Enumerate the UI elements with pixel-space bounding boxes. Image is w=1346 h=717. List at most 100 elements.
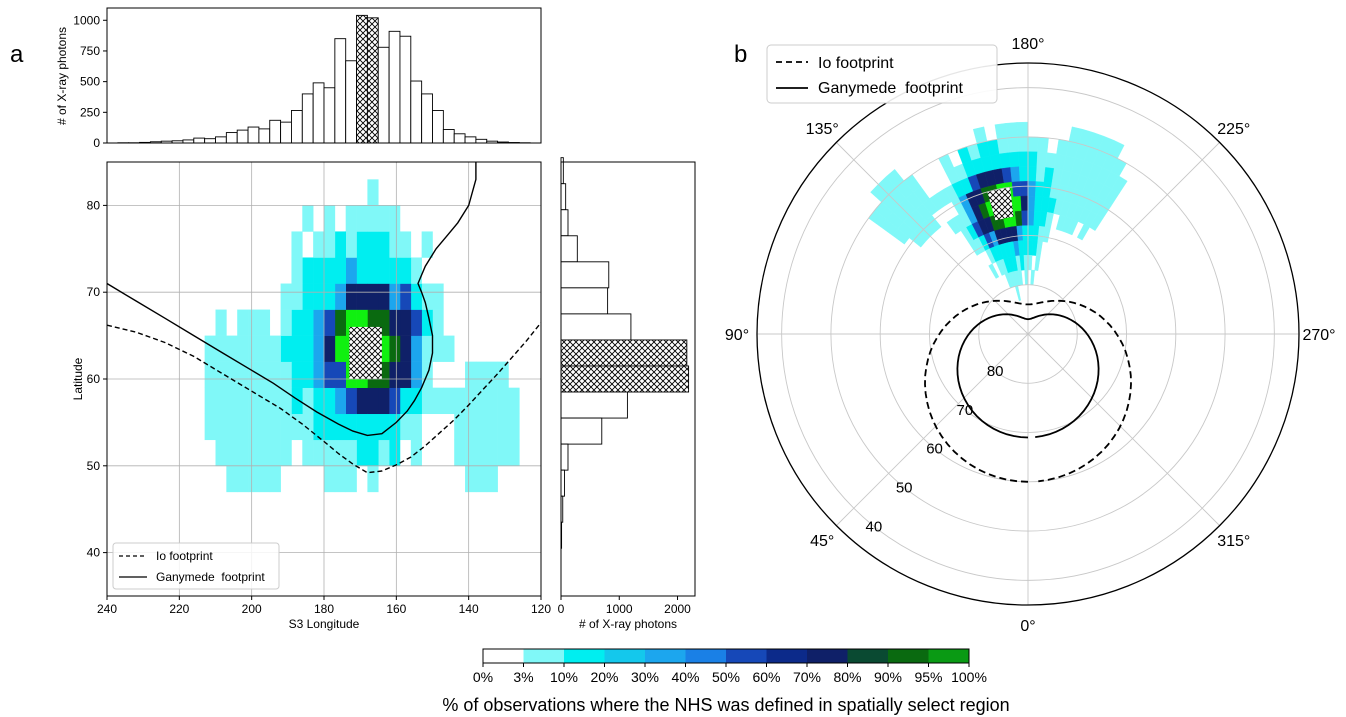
heatmap-cell [280, 413, 292, 441]
peak-region-hatch [349, 326, 382, 379]
heatmap-cell [410, 309, 422, 336]
legend-a-io-label: Io footprint [156, 549, 213, 563]
polar-grid-spoke [1027, 142, 1220, 335]
colorbar-swatch [483, 649, 524, 663]
heatmap-cell [486, 413, 498, 441]
legend-a-ganymede-label: Ganymede footprint [156, 570, 265, 584]
heatmap-cell [486, 387, 498, 415]
heatmap-cell [378, 283, 390, 310]
polar-heatmap-cell [1027, 195, 1036, 212]
top-hist-bar [312, 82, 325, 144]
heatmap-cell [269, 439, 281, 467]
heatmap-cell [313, 257, 325, 284]
colorbar-tick-label: 30% [631, 669, 659, 685]
heatmap-cell [367, 439, 379, 467]
heatmap-cell [421, 387, 433, 415]
heatmap-cell [258, 439, 271, 467]
heatmap-cell [378, 335, 390, 362]
top-hist-bar [258, 128, 271, 144]
heatmap-cell [345, 231, 357, 258]
polar-angle-label: 45° [810, 533, 834, 550]
top-hist-bar [215, 136, 227, 144]
colorbar-swatch [766, 649, 808, 663]
heatmap-cell [389, 387, 401, 415]
heatmap-cell [356, 309, 368, 336]
heatmap-cell [345, 205, 357, 232]
heatmap-cell [367, 465, 379, 493]
heatmap-cell [378, 413, 390, 441]
polar-heatmap-cell [1020, 195, 1029, 212]
polar-heatmap-cell [1007, 136, 1019, 153]
polar-io-footprint-line [924, 299, 1132, 483]
heatmap-cell [324, 257, 336, 284]
right-hist-bar [560, 183, 567, 211]
heatmap-cell [324, 231, 336, 258]
top-y-tick-label: 0 [93, 136, 100, 150]
heatmap-cell [443, 387, 455, 415]
colorbar-tick-label: 3% [513, 669, 533, 685]
polar-heatmap-cell [1010, 166, 1021, 183]
heatmap-cell [421, 335, 433, 362]
colorbar-tick-label: 90% [874, 669, 902, 685]
polar-radial-label: 40 [866, 518, 883, 535]
heatmap-cell [215, 309, 227, 336]
heatmap-cell [237, 361, 249, 388]
top-hist-bar [280, 121, 292, 144]
heatmap-cell [237, 465, 249, 493]
polar-angle-label: 180° [1011, 36, 1044, 53]
heatmap-cell [443, 335, 455, 362]
polar-radial-label: 60 [926, 441, 943, 458]
heatmap-cell [204, 413, 216, 441]
heatmap-cell [465, 361, 477, 388]
heatmap-cell [226, 361, 238, 388]
heatmap-cell [421, 231, 433, 258]
top-hist-bar [388, 30, 401, 144]
right-hist-bar [560, 261, 610, 289]
polar-angle-label: 90° [725, 327, 749, 344]
polar-heatmap-cell [1014, 285, 1022, 301]
heatmap-cell [475, 361, 488, 388]
main-heatmap: 240 220 200 180 160 140 120 40 50 60 70 80 S3 Long… [71, 161, 551, 631]
y-tick-label: 80 [87, 198, 101, 212]
top-y-tick-label: 250 [80, 105, 100, 119]
top-histogram-ylabel: # of X-ray photons [55, 27, 69, 125]
polar-heatmap-cell [1030, 269, 1035, 286]
polar-grid-spoke [1027, 333, 1220, 526]
right-hist-bar [560, 417, 603, 445]
heatmap-cell [378, 309, 390, 336]
polar-angle-label: 270° [1302, 327, 1335, 344]
heatmap-cell [280, 439, 292, 467]
legend-a: Io footprint Ganymede footprint [112, 542, 280, 590]
heatmap-cell [399, 309, 412, 336]
heatmap-cell [334, 361, 346, 388]
heatmap-cell [291, 335, 303, 362]
top-hist-bar [377, 46, 390, 144]
heatmap-cell [345, 465, 357, 493]
top-hist-bar [464, 136, 477, 144]
polar-heatmap-cell [972, 126, 988, 144]
right-hist-bar [560, 469, 565, 497]
heatmap-cell [269, 335, 281, 362]
heatmap-cell [356, 283, 368, 310]
polar-heatmap-cell [1021, 210, 1029, 226]
x-tick-label: 120 [531, 602, 551, 616]
heatmap-cell [248, 387, 260, 415]
polar-heatmap-cell [1018, 166, 1029, 182]
top-hist-bar [204, 138, 216, 144]
polar-heatmap-cell [1076, 223, 1090, 241]
y-tick-label: 70 [87, 285, 101, 299]
x-tick-label: 200 [242, 602, 262, 616]
top-hist-bar [236, 129, 249, 144]
right-hist-bar [560, 313, 632, 341]
heatmap-cell [291, 361, 303, 388]
heatmap-cell [313, 413, 325, 441]
heatmap-cell [486, 361, 498, 388]
heatmap-cell [508, 387, 520, 415]
heatmap-cell [334, 257, 346, 284]
heatmap-cell [356, 413, 368, 441]
heatmap-cell [291, 413, 303, 441]
right-x-tick-label: 1000 [606, 602, 633, 616]
top-hist-bar [432, 110, 444, 144]
heatmap-cell [313, 361, 325, 388]
